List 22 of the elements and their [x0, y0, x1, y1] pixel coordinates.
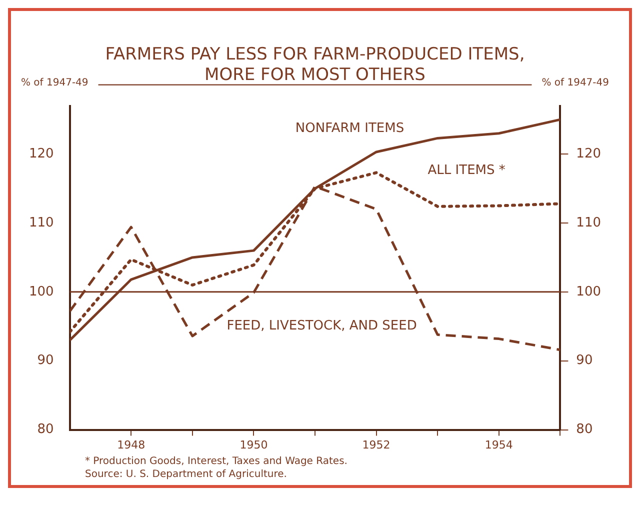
y2-axis-title: % of 1947-49: [542, 77, 609, 88]
text: * Production Goods, Interest, Taxes and Wage Rates.: [85, 455, 348, 468]
y-tick-label: 90: [37, 353, 54, 368]
y2-tick-label: 80: [576, 422, 593, 438]
y-tick-label: 120: [28, 146, 54, 162]
x-tick-label: 1952: [362, 438, 390, 452]
y2-tick-label: 110: [576, 215, 602, 230]
y2-tick-label: 100: [576, 284, 602, 300]
y2-tick-label: 120: [576, 146, 602, 162]
x-tick-label: 1948: [117, 438, 146, 452]
y-tick-label: 110: [28, 215, 54, 230]
series-label: NONFARM ITEMS: [295, 120, 404, 136]
series-label: FEED, LIVESTOCK, AND SEED: [226, 318, 417, 334]
y-tick-label: 80: [37, 422, 54, 438]
source-note: Source: U. S. Department of Agriculture.: [85, 468, 288, 481]
y-tick-label: 100: [28, 284, 54, 300]
y2-tick-label: 90: [576, 353, 593, 368]
y-axis-title: % of 1947-49: [21, 77, 88, 88]
chart-title: FARMERS PAY LESS FOR FARM-PRODUCED ITEMS, MORE FOR MOST OTHERS: [105, 44, 525, 86]
x-tick-label: 1950: [240, 438, 268, 452]
x-tick-label: 1954: [484, 438, 513, 452]
series-label: ALL ITEMS *: [428, 162, 506, 178]
